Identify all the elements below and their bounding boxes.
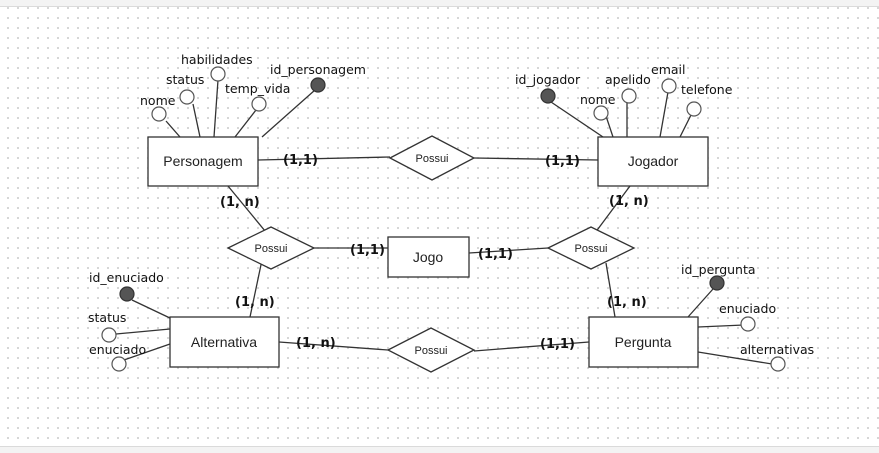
attr-label-pergunta-enuciado: enuciado <box>719 301 776 316</box>
relationship-label: Possui <box>254 243 287 255</box>
relationship-label: Possui <box>415 153 448 165</box>
attr-label-id-personagem: id_personagem <box>270 62 366 77</box>
entity-jogo[interactable]: Jogo <box>387 236 470 278</box>
cardinality-label: (1,1) <box>478 247 513 262</box>
entity-label: Jogador <box>628 153 679 169</box>
entity-label: Jogo <box>413 249 444 265</box>
key-marker-id-enuciado <box>119 286 135 302</box>
cardinality-label: (1,1) <box>283 153 318 168</box>
attr-marker-habilidades <box>210 66 226 82</box>
cardinality-label: (1, n) <box>296 336 336 351</box>
attribute-labels: nome status habilidades temp_vida id_per… <box>88 52 814 357</box>
attribute-markers <box>101 66 786 372</box>
cardinality-label: (1, n) <box>220 195 260 210</box>
relationship-label: Possui <box>414 345 447 357</box>
cardinality-label: (1, n) <box>609 194 649 209</box>
attr-marker-alternativa-enuciado <box>111 356 127 372</box>
relationship-personagem-jogador[interactable]: Possui <box>388 135 476 181</box>
attr-label-alternativa-status: status <box>88 310 126 325</box>
attr-marker-email <box>661 78 677 94</box>
cardinality-label: (1, n) <box>235 295 275 310</box>
attr-label-status: status <box>166 72 204 87</box>
attr-label-id-enuciado: id_enuciado <box>89 270 164 285</box>
connector-lines <box>115 79 773 365</box>
attr-marker-status <box>179 89 195 105</box>
relationship-personagem-jogo[interactable]: Possui <box>226 226 316 270</box>
cardinality-label: (1,1) <box>540 337 575 352</box>
attr-marker-jogador-nome <box>593 105 609 121</box>
entity-jogador[interactable]: Jogador <box>597 136 709 187</box>
attr-label-habilidades: habilidades <box>181 52 253 67</box>
cardinality-label: (1,1) <box>350 243 385 258</box>
key-marker-id-jogador <box>540 88 556 104</box>
attr-marker-alternativas <box>770 356 786 372</box>
attr-marker-pergunta-enuciado <box>740 316 756 332</box>
attr-label-temp-vida: temp_vida <box>225 81 290 96</box>
bottom-scroll-strip <box>0 446 879 453</box>
top-toolbar-strip <box>0 0 879 7</box>
attr-marker-apelido <box>621 88 637 104</box>
attr-label-id-pergunta: id_pergunta <box>681 262 756 277</box>
attr-marker-nome <box>151 106 167 122</box>
attr-label-alternativas: alternativas <box>740 342 814 357</box>
attr-label-telefone: telefone <box>681 82 733 97</box>
key-marker-id-pergunta <box>709 275 725 291</box>
entity-pergunta[interactable]: Pergunta <box>588 316 699 368</box>
entity-label: Alternativa <box>191 334 257 350</box>
attr-label-id-jogador: id_jogador <box>515 72 581 87</box>
attr-marker-telefone <box>686 101 702 117</box>
attr-label-alternativa-enuciado: enuciado <box>89 342 146 357</box>
relationship-label: Possui <box>574 243 607 255</box>
entity-alternativa[interactable]: Alternativa <box>169 316 280 368</box>
cardinality-labels: (1,1) (1,1) (1, n) (1,1) (1,1) (1, n) (1… <box>220 153 649 352</box>
key-marker-id-personagem <box>310 77 326 93</box>
attr-marker-alternativa-status <box>101 327 117 343</box>
entity-label: Pergunta <box>615 334 672 350</box>
attr-label-nome: nome <box>140 93 176 108</box>
attr-label-apelido: apelido <box>605 72 651 87</box>
entity-label: Personagem <box>163 153 242 169</box>
entity-personagem[interactable]: Personagem <box>147 136 259 187</box>
relationship-alternativa-pergunta[interactable]: Possui <box>386 327 476 373</box>
relationship-jogador-jogo[interactable]: Possui <box>546 226 636 270</box>
cardinality-label: (1,1) <box>545 154 580 169</box>
attr-label-jogador-nome: nome <box>580 92 616 107</box>
cardinality-label: (1, n) <box>607 295 647 310</box>
attr-label-email: email <box>651 62 685 77</box>
attr-marker-temp-vida <box>251 96 267 112</box>
